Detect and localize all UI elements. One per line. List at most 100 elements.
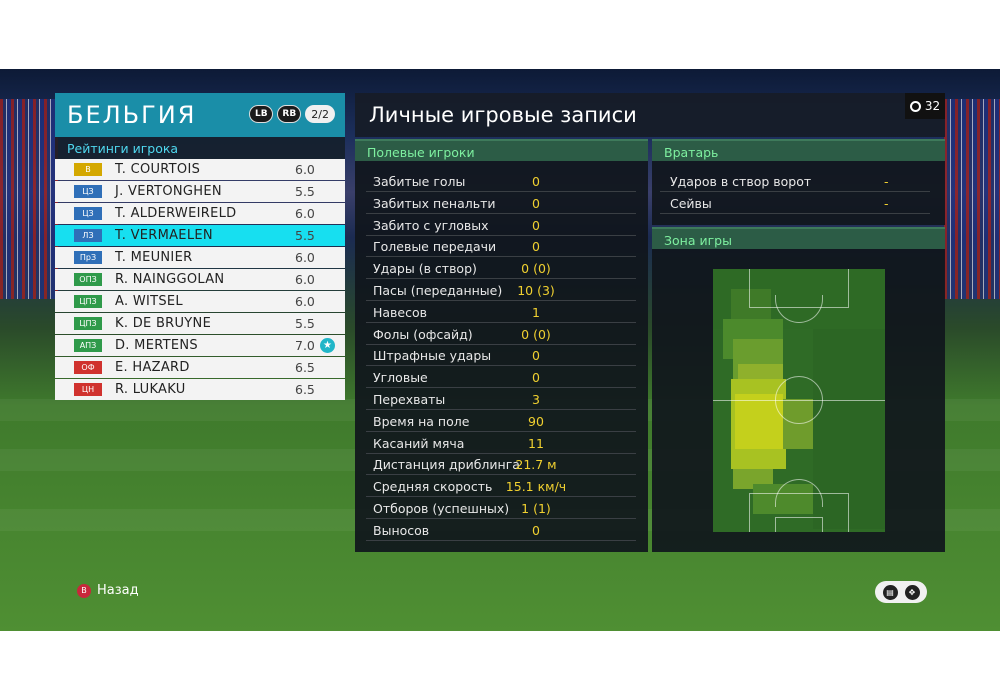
position-badge: АПЗ bbox=[74, 339, 102, 352]
player-row[interactable]: ПрЗ T. MEUNIER 6.0 bbox=[55, 247, 345, 268]
player-list: В T. COURTOIS 6.0 ЦЗ J. VERTONGHEN 5.5 ЦЗ T. AL… bbox=[55, 159, 345, 400]
footer-controls: ▤ ✥ bbox=[875, 581, 927, 603]
page-controls: LB RB 2/2 bbox=[249, 105, 335, 123]
stat-label: Удары (в створ) bbox=[373, 261, 477, 277]
stat-value: 0 bbox=[532, 195, 540, 211]
player-name: T. VERMAELEN bbox=[115, 228, 213, 243]
stat-value: 11 bbox=[528, 435, 544, 451]
player-rating: 5.5 bbox=[295, 316, 315, 331]
rs-stick-icon[interactable]: ✥ bbox=[904, 584, 920, 600]
team-header: БЕЛЬГИЯ LB RB 2/2 bbox=[55, 93, 345, 137]
position-badge: ЦН bbox=[74, 383, 102, 396]
player-rating: 6.0 bbox=[295, 206, 315, 221]
stat-row: Штрафные удары 0 bbox=[366, 344, 636, 367]
position-badge: ЦПЗ bbox=[74, 295, 102, 308]
stat-value: 3 bbox=[532, 392, 540, 407]
stadium-crowd-right bbox=[944, 99, 1000, 299]
page-indicator: 2/2 bbox=[305, 105, 335, 123]
gk-stat-value: - bbox=[884, 196, 889, 211]
player-name: J. VERTONGHEN bbox=[115, 184, 222, 199]
stat-row: Перехваты 3 bbox=[366, 388, 636, 410]
star-icon: ★ bbox=[320, 338, 335, 353]
center-circle bbox=[775, 376, 823, 424]
player-row[interactable]: ЦН R. LUKAKU 6.5 bbox=[55, 379, 345, 400]
player-rating: 5.5 bbox=[295, 184, 315, 199]
player-row[interactable]: В T. COURTOIS 6.0 bbox=[55, 159, 345, 180]
gk-stat-row: Сейвы - bbox=[660, 192, 930, 214]
gk-stat-label: Сейвы bbox=[670, 196, 712, 211]
player-row[interactable]: ЦЗ J. VERTONGHEN 5.5 bbox=[55, 181, 345, 202]
heatmap-pitch bbox=[713, 269, 885, 532]
player-row[interactable]: ОФ E. HAZARD 6.5 bbox=[55, 357, 345, 378]
stat-row: Время на поле 90 bbox=[366, 410, 636, 432]
stat-row: Фолы (офсайд) 0 (0) bbox=[366, 323, 636, 345]
stat-row: Удары (в створ) 0 (0) bbox=[366, 257, 636, 280]
stat-value: 0 bbox=[532, 239, 540, 255]
stat-label: Забитых пенальти bbox=[373, 195, 496, 211]
stat-value: 1 (1) bbox=[521, 501, 551, 516]
player-rating: 6.0 bbox=[295, 294, 315, 309]
b-key-icon: B bbox=[77, 583, 91, 598]
stat-value: 15.1 км/ч bbox=[505, 479, 567, 495]
stats-panel: Личные игровые записи 32 Полевые игроки … bbox=[355, 93, 945, 552]
player-row[interactable]: ЦЗ T. ALDERWEIRELD 6.0 bbox=[55, 203, 345, 224]
chat-icon[interactable]: ▤ bbox=[882, 584, 898, 600]
stat-value: 0 (0) bbox=[521, 326, 551, 342]
stat-row: Отборов (успешных) 1 (1) bbox=[366, 497, 636, 519]
player-rating: 6.5 bbox=[295, 382, 315, 397]
match-timer: 32 bbox=[905, 93, 945, 119]
stat-value: 0 bbox=[532, 348, 540, 364]
player-rating: 6.5 bbox=[295, 360, 315, 375]
stat-value: 0 (0) bbox=[521, 261, 551, 277]
position-badge: В bbox=[74, 163, 102, 176]
stat-row: Пасы (переданные) 10 (3) bbox=[366, 279, 636, 301]
field-section-title: Полевые игроки bbox=[355, 139, 648, 161]
stat-value: 10 (3) bbox=[517, 283, 555, 298]
player-name: A. WITSEL bbox=[115, 294, 183, 309]
stat-label: Перехваты bbox=[373, 392, 446, 407]
heat-zone bbox=[813, 329, 885, 529]
player-row[interactable]: ЛЗ T. VERMAELEN 5.5 bbox=[55, 225, 345, 246]
stat-row: Забито с угловых 0 bbox=[366, 214, 636, 236]
page-title: Личные игровые записи bbox=[369, 103, 637, 127]
zone-section-title: Зона игры bbox=[652, 227, 945, 249]
player-row[interactable]: ЦПЗ A. WITSEL 6.0 bbox=[55, 291, 345, 312]
stat-value: 1 bbox=[532, 304, 540, 320]
player-rating: 6.0 bbox=[295, 162, 315, 177]
player-row[interactable]: ЦПЗ K. DE BRUYNE 5.5 bbox=[55, 313, 345, 334]
player-rating: 6.0 bbox=[295, 272, 315, 287]
stat-row: Средняя скорость 15.1 км/ч bbox=[366, 475, 636, 498]
stat-row: Выносов 0 bbox=[366, 519, 636, 541]
stat-row: Дистанция дриблинга 21.7 м bbox=[366, 453, 636, 476]
goal-area-bottom bbox=[775, 517, 823, 532]
stat-value: 0 bbox=[532, 174, 540, 189]
stat-label: Забитые голы bbox=[373, 174, 466, 189]
team-name: БЕЛЬГИЯ bbox=[67, 101, 197, 129]
player-row[interactable]: ОПЗ R. NAINGGOLAN 6.0 bbox=[55, 269, 345, 290]
stat-row: Забитые голы 0 bbox=[366, 170, 636, 192]
clock-icon bbox=[909, 100, 921, 112]
stat-label: Угловые bbox=[373, 370, 428, 386]
stat-label: Забито с угловых bbox=[373, 217, 489, 233]
stat-label: Дистанция дриблинга bbox=[373, 457, 520, 473]
player-row[interactable]: АПЗ D. MERTENS 7.0 ★ bbox=[55, 335, 345, 356]
back-button[interactable]: B Назад bbox=[77, 583, 139, 598]
position-badge: ЦЗ bbox=[74, 207, 102, 220]
back-label: Назад bbox=[97, 583, 139, 598]
position-badge: ОФ bbox=[74, 361, 102, 374]
stat-row: Навесов 1 bbox=[366, 301, 636, 323]
lb-button[interactable]: LB bbox=[249, 105, 274, 123]
stat-label: Навесов bbox=[373, 304, 428, 320]
stat-label: Средняя скорость bbox=[373, 479, 493, 495]
rb-button[interactable]: RB bbox=[277, 105, 302, 123]
stat-label: Голевые передачи bbox=[373, 239, 497, 255]
stat-label: Касаний мяча bbox=[373, 435, 465, 451]
player-name: D. MERTENS bbox=[115, 338, 198, 353]
stat-label: Отборов (успешных) bbox=[373, 501, 510, 516]
stat-row: Касаний мяча 11 bbox=[366, 432, 636, 454]
player-name: R. LUKAKU bbox=[115, 382, 186, 397]
position-badge: ЦЗ bbox=[74, 185, 102, 198]
position-badge: ОПЗ bbox=[74, 273, 102, 286]
player-list-panel: БЕЛЬГИЯ LB RB 2/2 Рейтинги игрока В T. CO… bbox=[55, 93, 345, 401]
player-name: K. DE BRUYNE bbox=[115, 316, 212, 331]
